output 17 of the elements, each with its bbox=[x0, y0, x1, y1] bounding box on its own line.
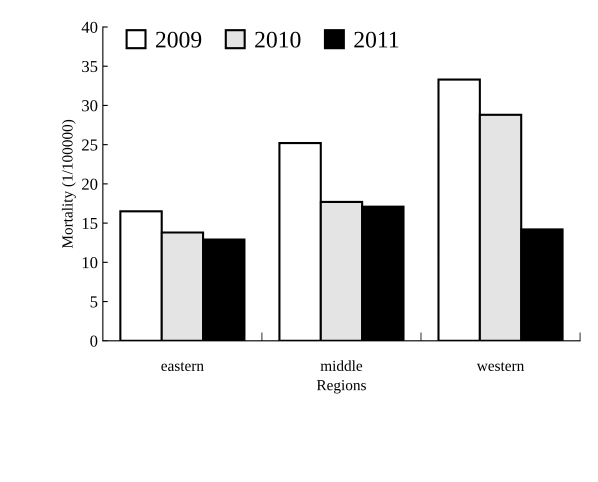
legend-label: 2011 bbox=[354, 32, 398, 48]
y-tick-label: 30 bbox=[82, 100, 98, 112]
y-tick-label: 0 bbox=[90, 335, 98, 347]
legend-label: 2010 bbox=[255, 32, 300, 48]
x-axis-title: Regions bbox=[316, 380, 366, 394]
y-tick-label: 5 bbox=[90, 296, 98, 308]
y-tick-label: 35 bbox=[82, 60, 98, 72]
x-tick-label: western bbox=[476, 362, 524, 371]
legend-label: 2009 bbox=[156, 32, 202, 48]
y-tick-label: 15 bbox=[82, 218, 98, 230]
y-axis-title: Mortality (1/100000) bbox=[62, 120, 76, 248]
x-tick-label: eastern bbox=[161, 362, 204, 371]
x-tick-label: middle bbox=[320, 360, 362, 371]
y-tick-label: 25 bbox=[82, 139, 98, 151]
y-tick-label: 40 bbox=[82, 22, 98, 33]
y-tick-label: 20 bbox=[82, 178, 98, 190]
y-tick-label: 10 bbox=[82, 257, 98, 268]
